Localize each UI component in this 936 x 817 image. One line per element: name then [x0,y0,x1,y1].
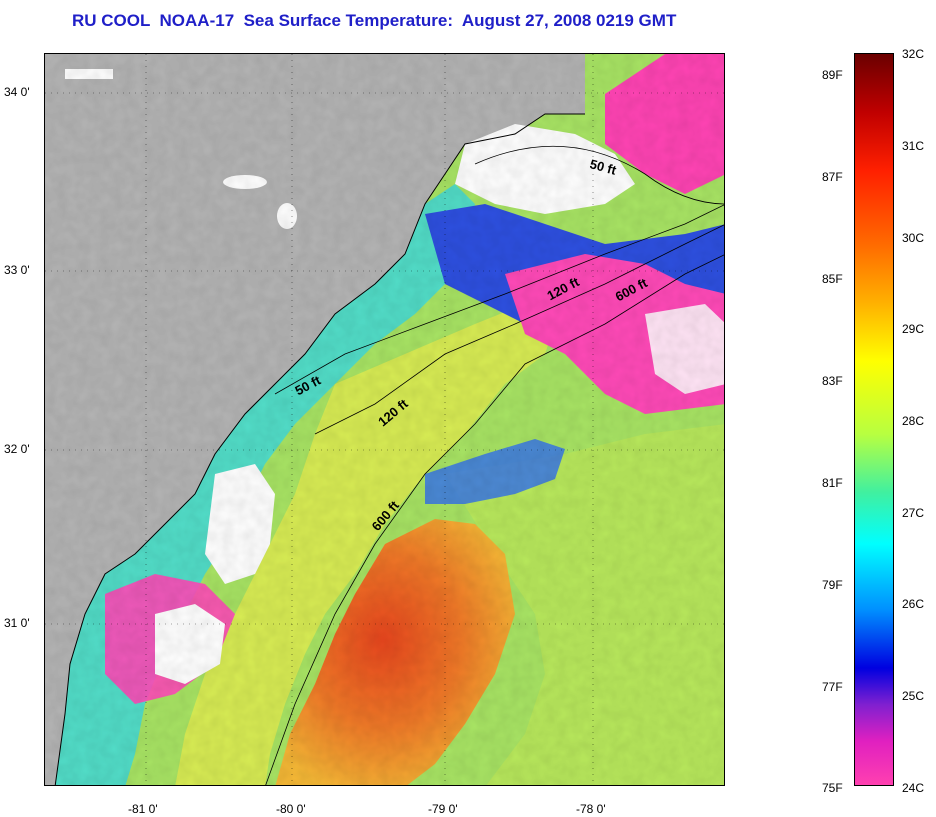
graticule [45,54,724,785]
cbar-c-32: 32C [902,47,925,61]
contour-600ft [265,254,724,785]
cbar-c-28: 28C [902,414,925,428]
contour-50ft-north [474,145,724,205]
cbar-c-27: 27C [902,506,925,520]
cbar-f-81: 81F [822,476,843,490]
coastline [54,113,585,785]
lat-label-31: 31 0' [4,616,30,630]
cbar-c-31: 31C [902,139,925,153]
cbar-f-77: 77F [822,680,843,694]
lat-label-33: 33 0' [4,263,30,277]
sst-map-canvas: 50 ft 120 ft 600 ft 50 ft 120 ft 600 ft [45,54,724,785]
cbar-f-83: 83F [822,374,843,388]
lon-label-78: -78 0' [576,802,606,816]
lat-label-34: 34 0' [4,85,30,99]
cbar-c-24: 24C [902,781,925,795]
right-ticks [725,53,733,786]
cbar-f-79: 79F [822,578,843,592]
contour-50ft [274,204,724,395]
cbar-c-26: 26C [902,597,925,611]
lat-label-32: 32 0' [4,442,30,456]
cbar-c-30: 30C [902,231,925,245]
lon-label-80: -80 0' [276,802,306,816]
colorbar [854,53,894,786]
contour-120ft [314,224,724,435]
cbar-c-29: 29C [902,322,925,336]
lon-label-79: -79 0' [428,802,458,816]
cbar-c-25: 25C [902,689,925,703]
sst-map: 50 ft 120 ft 600 ft 50 ft 120 ft 600 ft [44,53,725,786]
chart-title: RU COOL NOAA-17 Sea Surface Temperature:… [72,11,677,30]
contour-label-50ft-north: 50 ft [588,156,618,178]
cbar-f-89: 89F [822,68,843,82]
cbar-f-87: 87F [822,170,843,184]
texture-overlay [45,54,724,785]
cbar-f-85: 85F [822,272,843,286]
lon-label-81: -81 0' [128,802,158,816]
cbar-f-75: 75F [822,781,843,795]
